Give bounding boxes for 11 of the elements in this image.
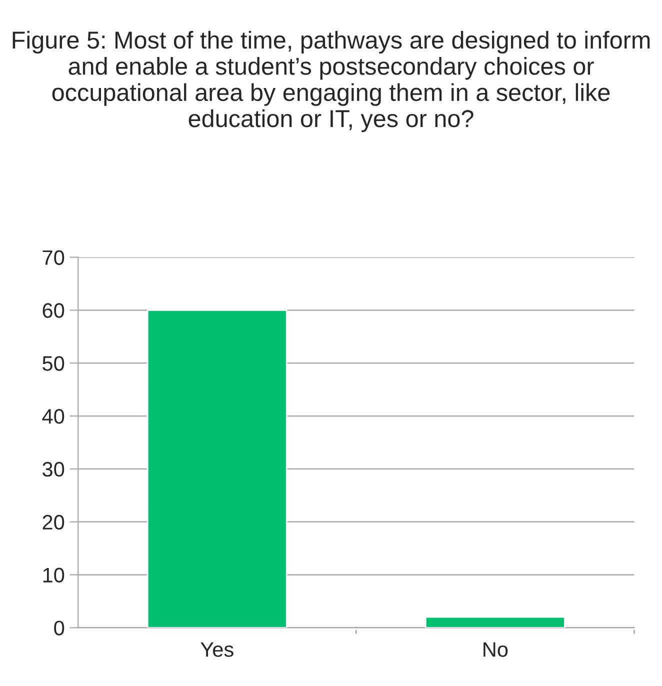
y-tick-label: 50 [42, 356, 64, 371]
x-tick-label: Yes [200, 642, 234, 657]
y-tick-label: 20 [42, 514, 64, 530]
y-tick-label: 70 [42, 250, 64, 266]
chart-title: Figure 5: Most of the time, pathways are designed to inform and enable a student’s postsecondary choices or occupational area by engaging them in a sector, like education or IT, yes or no? [12, 30, 650, 132]
y-tick-label: 10 [43, 568, 64, 583]
y-tick-label: 0 [54, 620, 64, 636]
y-tick-label: 40 [42, 409, 64, 424]
y-tick-label: 60 [42, 303, 64, 318]
y-tick-label: 30 [42, 462, 64, 477]
x-tick-label: No [484, 642, 508, 657]
